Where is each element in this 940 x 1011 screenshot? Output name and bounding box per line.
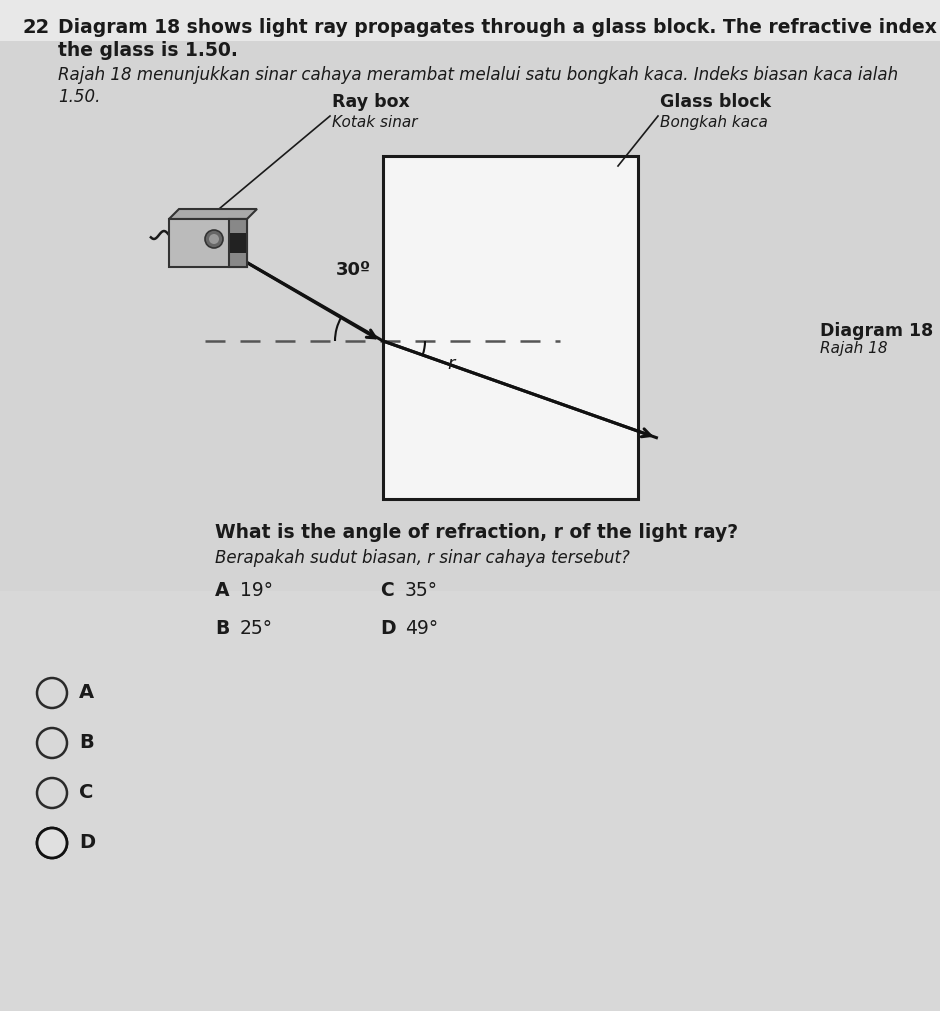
Text: C: C [380, 581, 394, 600]
Text: Berapakah sudut biasan, r sinar cahaya tersebut?: Berapakah sudut biasan, r sinar cahaya t… [215, 549, 630, 567]
Text: Rajah 18: Rajah 18 [820, 341, 887, 356]
Text: Diagram 18 shows light ray propagates through a glass block. The refractive inde: Diagram 18 shows light ray propagates th… [58, 18, 940, 37]
Text: D: D [380, 619, 396, 638]
Text: 25°: 25° [240, 619, 273, 638]
Text: 35°: 35° [405, 581, 438, 600]
Bar [229, 219, 247, 267]
Text: Kotak sinar: Kotak sinar [332, 115, 417, 130]
Text: Diagram 18: Diagram 18 [820, 321, 933, 340]
Text: D: D [79, 833, 95, 852]
Text: 22: 22 [22, 18, 49, 37]
Text: B: B [79, 734, 94, 752]
Text: the glass is 1.50.: the glass is 1.50. [58, 41, 238, 60]
Text: 49°: 49° [405, 619, 438, 638]
Bar [0, 0, 940, 41]
Text: 19°: 19° [240, 581, 273, 600]
Bar [383, 156, 638, 499]
Text: r: r [447, 355, 454, 373]
Text: Bongkah kaca: Bongkah kaca [660, 115, 768, 130]
Text: 30º: 30º [336, 261, 371, 279]
Circle shape [209, 234, 219, 244]
Text: What is the angle of refraction, r of the light ray?: What is the angle of refraction, r of th… [215, 523, 738, 542]
Text: Ray box: Ray box [332, 93, 410, 111]
Bar [169, 219, 247, 267]
Polygon shape [169, 209, 257, 219]
Text: 1.50.: 1.50. [58, 88, 101, 106]
Text: A: A [79, 683, 94, 703]
Text: Glass block: Glass block [660, 93, 771, 111]
Text: C: C [79, 784, 93, 803]
Text: B: B [215, 619, 229, 638]
Circle shape [205, 229, 223, 248]
Bar [230, 233, 246, 253]
Circle shape [37, 828, 67, 858]
Text: Rajah 18 menunjukkan sinar cahaya merambat melalui satu bongkah kaca. Indeks bia: Rajah 18 menunjukkan sinar cahaya meramb… [58, 66, 898, 84]
Text: A: A [215, 581, 229, 600]
Bar [0, 0, 940, 591]
